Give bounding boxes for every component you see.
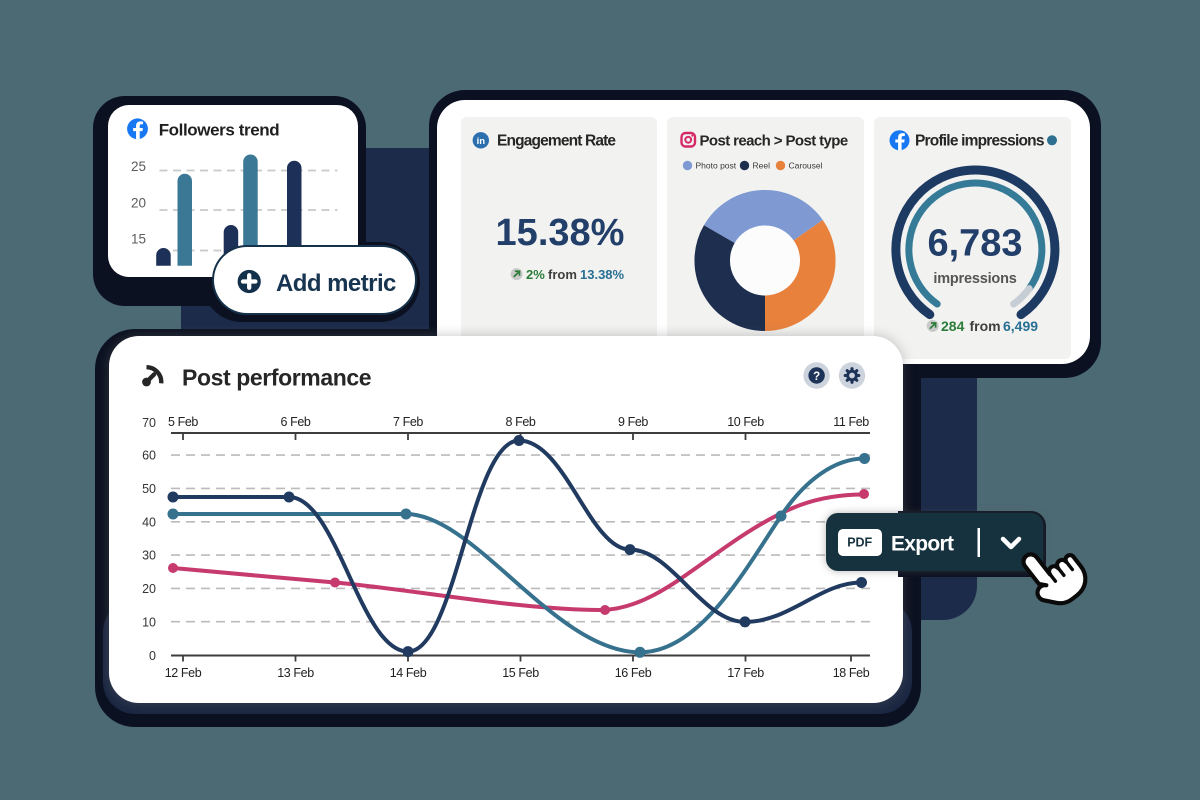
svg-text:Carousel: Carousel	[789, 161, 823, 171]
svg-text:0: 0	[149, 649, 156, 663]
svg-text:30: 30	[142, 549, 156, 563]
svg-text:15 Feb: 15 Feb	[502, 666, 539, 680]
svg-text:6 Feb: 6 Feb	[281, 415, 311, 429]
svg-text:14 Feb: 14 Feb	[390, 666, 427, 680]
svg-text:Engagement Rate: Engagement Rate	[497, 133, 616, 150]
svg-text:70: 70	[142, 416, 156, 430]
svg-text:PDF: PDF	[847, 536, 872, 550]
svg-text:Post performance: Post performance	[182, 365, 371, 391]
svg-text:25: 25	[131, 159, 146, 174]
svg-text:11 Feb: 11 Feb	[833, 415, 869, 429]
svg-text:2%: 2%	[526, 267, 545, 282]
svg-text:13 Feb: 13 Feb	[277, 666, 314, 680]
svg-text:Post reach > Post type: Post reach > Post type	[700, 133, 848, 150]
svg-text:from: from	[548, 267, 577, 282]
svg-text:15.38%: 15.38%	[496, 212, 625, 254]
svg-text:Photo post: Photo post	[696, 161, 737, 171]
svg-text:16 Feb: 16 Feb	[615, 666, 652, 680]
svg-text:?: ?	[813, 371, 820, 383]
svg-text:17 Feb: 17 Feb	[727, 666, 764, 680]
svg-text:5 Feb: 5 Feb	[168, 415, 198, 429]
svg-text:Add metric: Add metric	[276, 270, 396, 297]
svg-text:6,783: 6,783	[927, 223, 1022, 265]
svg-text:9 Feb: 9 Feb	[618, 415, 648, 429]
svg-text:Profile impressions: Profile impressions	[915, 133, 1044, 150]
svg-text:Export: Export	[891, 533, 954, 556]
svg-text:Reel: Reel	[753, 161, 771, 171]
svg-text:15: 15	[131, 231, 146, 246]
svg-text:6,499: 6,499	[1003, 318, 1038, 334]
svg-text:12 Feb: 12 Feb	[165, 666, 202, 680]
svg-text:in: in	[477, 136, 486, 147]
svg-text:284: 284	[941, 318, 965, 334]
svg-text:10 Feb: 10 Feb	[727, 415, 764, 429]
svg-text:20: 20	[142, 582, 156, 596]
svg-text:7 Feb: 7 Feb	[393, 415, 423, 429]
svg-text:8 Feb: 8 Feb	[506, 415, 536, 429]
svg-text:20: 20	[131, 196, 146, 211]
svg-text:from: from	[970, 318, 1001, 334]
svg-text:60: 60	[142, 449, 156, 463]
svg-text:40: 40	[142, 515, 156, 529]
svg-text:Followers trend: Followers trend	[159, 121, 280, 140]
svg-text:10: 10	[142, 615, 156, 629]
svg-text:50: 50	[142, 482, 156, 496]
svg-text:impressions: impressions	[933, 271, 1016, 287]
svg-text:18 Feb: 18 Feb	[833, 666, 870, 680]
svg-text:13.38%: 13.38%	[580, 267, 625, 282]
